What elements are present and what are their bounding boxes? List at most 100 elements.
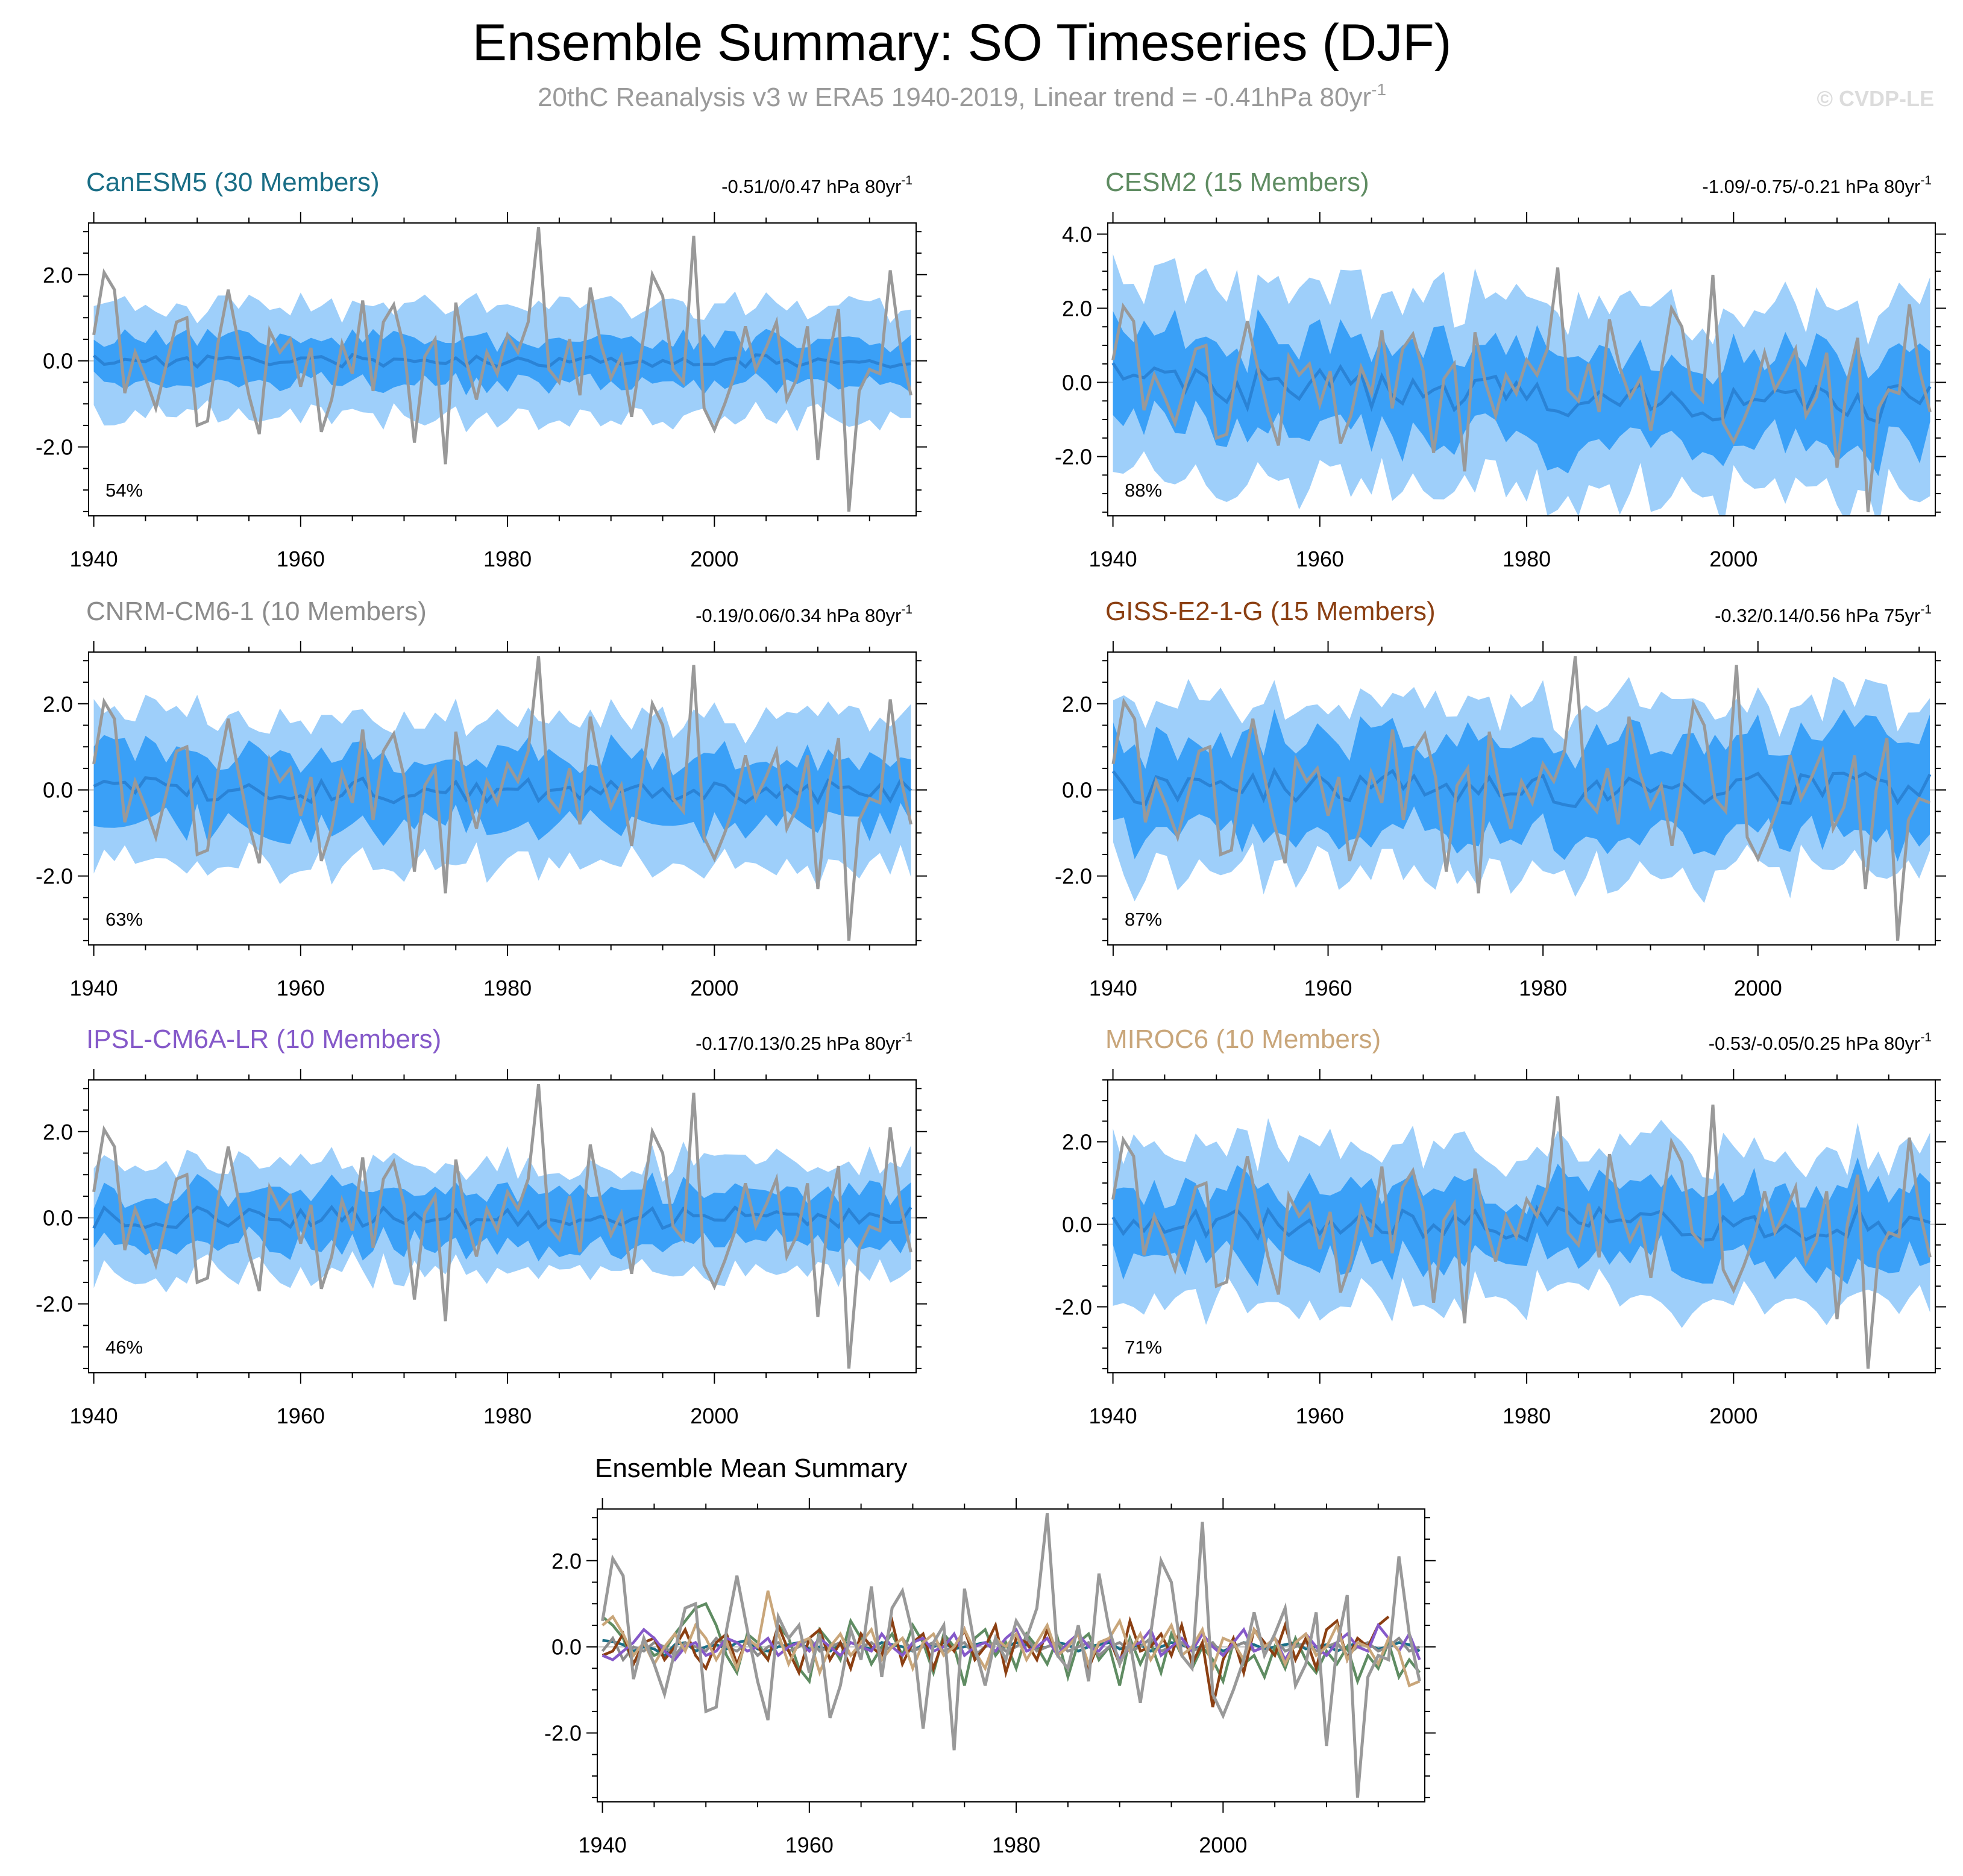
- plot-frame: [88, 222, 917, 516]
- observed-line: [1111, 267, 1932, 513]
- x-tick-label: 1940: [1089, 976, 1137, 1000]
- plot-frame: [88, 1079, 917, 1373]
- y-tick-label: 2.0: [1062, 1130, 1092, 1155]
- panel-title: CESM2 (15 Members): [1105, 168, 1369, 197]
- x-tick-label: 1940: [70, 1404, 118, 1428]
- observed-line: [1111, 1096, 1932, 1369]
- x-tick-label: 1960: [277, 1404, 325, 1428]
- x-tick-label: 1980: [992, 1833, 1040, 1857]
- x-tick-label: 1980: [1503, 1404, 1551, 1428]
- x-tick-label: 1980: [1519, 976, 1567, 1000]
- y-tick-label: 0.0: [43, 778, 73, 803]
- y-tick-label: 2.0: [551, 1549, 582, 1573]
- x-tick-label: 1960: [1296, 547, 1344, 571]
- y-tick-label: 0.0: [551, 1635, 582, 1660]
- panel-title: CNRM-CM6-1 (10 Members): [86, 597, 427, 626]
- y-tick-label: 0.0: [1062, 778, 1092, 803]
- percent-label: 87%: [1125, 909, 1162, 930]
- x-tick-label: 1960: [1304, 976, 1352, 1000]
- trend-label: -0.19/0.06/0.34 hPa 80yr-1: [696, 603, 912, 626]
- plot-area: [1108, 254, 1935, 516]
- ensemble-mean-line: [92, 353, 911, 369]
- panel-ipsl: -2.0 0.0 2.0 1940 1960 1980 2000 IPSL-CM6A-LR (…: [36, 1024, 927, 1428]
- y-tick-label: 2.0: [43, 263, 73, 287]
- x-tick-label: 2000: [1734, 976, 1782, 1000]
- trend-label: -0.51/0/0.47 hPa 80yr-1: [721, 174, 912, 197]
- trend-label: -0.32/0.14/0.56 hPa 75yr-1: [1715, 603, 1932, 626]
- trend-label: -0.17/0.13/0.25 hPa 80yr-1: [696, 1031, 912, 1054]
- y-tick-label: -2.0: [36, 1292, 73, 1317]
- observed-line: [92, 656, 912, 941]
- y-tick-label: -2.0: [1055, 1294, 1092, 1319]
- panel-title: IPSL-CM6A-LR (10 Members): [86, 1024, 441, 1054]
- plot-area: [597, 1513, 1425, 1798]
- plot-area: [1108, 1096, 1935, 1369]
- panel-cesm2: -2.0 0.0 2.0 4.0 1940 1960 1980 2000 CESM2 (15 M…: [1055, 168, 1946, 571]
- plot-frame: [1107, 651, 1936, 946]
- y-tick-label: 2.0: [43, 692, 73, 717]
- x-tick-label: 1940: [1089, 547, 1137, 571]
- y-tick-label: 2.0: [1062, 296, 1092, 321]
- percent-label: 88%: [1125, 480, 1162, 501]
- percent-label: 46%: [105, 1337, 143, 1358]
- y-tick-label: 0.0: [1062, 1212, 1092, 1237]
- panel-summary: -2.0 0.0 2.0 1940 1960 1980 2000 Ensemble Mean …: [544, 1454, 1436, 1857]
- x-tick-label: 1940: [70, 976, 118, 1000]
- trend-label: -0.53/-0.05/0.25 hPa 80yr-1: [1709, 1031, 1932, 1054]
- x-tick-label: 2000: [690, 976, 738, 1000]
- y-tick-label: 2.0: [43, 1120, 73, 1144]
- y-tick-label: -2.0: [36, 435, 73, 460]
- ensemble-mean-line: [1111, 767, 1932, 809]
- y-tick-label: 4.0: [1062, 222, 1092, 246]
- y-tick-label: 2.0: [1062, 692, 1092, 717]
- observed-line: [92, 1084, 912, 1369]
- watermark: © CVDP-LE: [1817, 86, 1934, 111]
- ensemble-mean-line: [1111, 362, 1932, 424]
- x-tick-label: 2000: [1199, 1833, 1247, 1857]
- plot-frame: [597, 1508, 1425, 1802]
- trend-label: -1.09/-0.75/-0.21 hPa 80yr-1: [1702, 174, 1932, 197]
- y-tick-label: -2.0: [1055, 445, 1092, 469]
- panel-giss: -2.0 0.0 2.0 1940 1960 1980 2000 GISS-E2-1-G (1…: [1055, 597, 1946, 1000]
- observed-line: [601, 1513, 1421, 1798]
- y-tick-label: -2.0: [544, 1721, 582, 1746]
- panel-miroc6: -2.0 0.0 2.0 1940 1960 1980 2000 MIROC6 (10 Mem…: [1055, 1024, 1946, 1428]
- x-tick-label: 1960: [277, 976, 325, 1000]
- x-tick-label: 1940: [579, 1833, 627, 1857]
- x-tick-label: 1980: [1503, 547, 1551, 571]
- figure-subtitle: 20thC Reanalysis v3 w ERA5 1940-2019, Li…: [538, 80, 1386, 112]
- y-tick-label: 0.0: [43, 349, 73, 374]
- observed-line: [1111, 656, 1931, 941]
- observed-line: [92, 227, 912, 512]
- x-tick-label: 1940: [1089, 1404, 1137, 1428]
- percent-label: 54%: [105, 480, 143, 501]
- x-tick-label: 1980: [483, 976, 532, 1000]
- x-tick-label: 1960: [277, 547, 325, 571]
- series-line-cnrm-cm6-1: [601, 1636, 1421, 1663]
- plot-area: [89, 656, 916, 941]
- percent-label: 63%: [105, 909, 143, 930]
- x-tick-label: 2000: [690, 1404, 738, 1428]
- percent-label: 71%: [1125, 1337, 1162, 1358]
- panel-title: CanESM5 (30 Members): [86, 168, 380, 197]
- plot-frame: [1107, 1079, 1936, 1373]
- ensemble-mean-line: [1111, 1203, 1931, 1243]
- y-tick-label: -2.0: [36, 864, 73, 889]
- x-tick-label: 2000: [1709, 1404, 1757, 1428]
- x-tick-label: 1980: [483, 547, 532, 571]
- panel-title: Ensemble Mean Summary: [595, 1454, 907, 1483]
- plot-frame: [88, 651, 917, 946]
- y-tick-label: -2.0: [1055, 864, 1092, 889]
- x-tick-label: 1980: [483, 1404, 532, 1428]
- x-tick-label: 1960: [1296, 1404, 1344, 1428]
- panel-title: MIROC6 (10 Members): [1105, 1024, 1381, 1054]
- x-tick-label: 2000: [1709, 547, 1757, 571]
- ensemble-spread-25-75: [93, 328, 911, 395]
- panel-canesm5: -2.0 0.0 2.0 1940 1960 1980 2000 CanESM5 (30 Me…: [36, 168, 927, 571]
- x-tick-label: 1960: [785, 1833, 834, 1857]
- plot-area: [89, 1084, 916, 1369]
- figure-title: Ensemble Summary: SO Timeseries (DJF): [473, 14, 1452, 72]
- plot-area: [89, 227, 916, 512]
- x-tick-label: 2000: [690, 547, 738, 571]
